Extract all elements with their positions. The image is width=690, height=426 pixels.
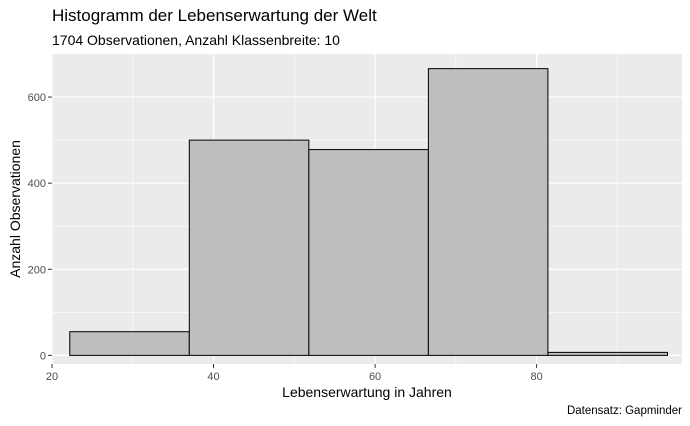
y-tick-label: 200 [28, 264, 46, 276]
y-axis-ticks: 0 200 400 600 [28, 92, 52, 362]
y-axis-label: Anzahl Observationen [7, 140, 23, 278]
chart-caption: Datensatz: Gapminder [566, 405, 682, 417]
x-axis-ticks: 20 40 60 80 [46, 364, 543, 383]
chart-subtitle: 1704 Observationen, Anzahl Klassenbreite… [52, 32, 340, 48]
histogram-bar [427, 68, 549, 356]
y-tick-label: 400 [28, 178, 46, 190]
y-tick-label: 600 [28, 92, 46, 104]
x-tick-label: 60 [369, 371, 381, 383]
x-tick-label: 80 [530, 371, 542, 383]
y-tick-label: 0 [40, 350, 46, 362]
x-tick-label: 40 [207, 371, 219, 383]
histogram-bar [308, 149, 429, 356]
x-axis-label: Lebenserwartung in Jahren [282, 384, 452, 400]
histogram-bar [69, 331, 190, 356]
chart-title: Histogramm der Lebenserwartung der Welt [52, 6, 377, 25]
x-tick-label: 20 [46, 371, 58, 383]
histogram-bars [69, 68, 668, 356]
histogram-bar [188, 139, 310, 356]
histogram-bar [547, 351, 668, 356]
